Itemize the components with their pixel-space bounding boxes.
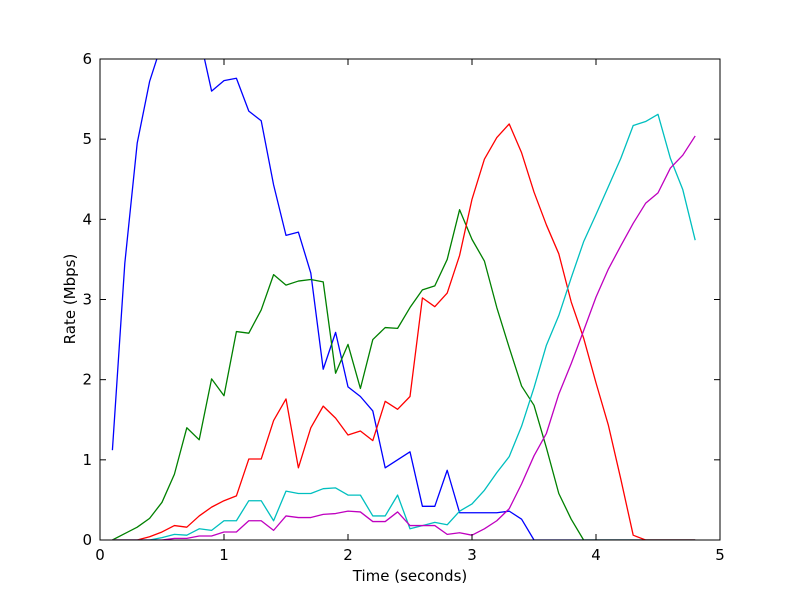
y-axis-ticks: 0 1 2 3 4 5 6 [82,50,720,549]
series-line-1 [111,59,696,540]
y-tick-label: 4 [82,210,92,228]
x-tick-label: 5 [715,546,725,564]
y-tick-label: 0 [82,531,92,549]
y-tick-label: 3 [82,291,92,309]
series-layer [111,59,696,540]
x-tick-label: 1 [219,546,229,564]
plot-background [100,59,720,540]
y-tick-label: 6 [82,50,92,68]
x-tick-label: 4 [591,546,601,564]
series-line-5 [112,135,696,540]
series-line-4 [112,113,696,540]
y-axis-title: Rate (Mbps) [61,254,79,345]
x-tick-label: 3 [467,546,477,564]
x-axis-ticks: 0 1 2 3 4 5 [95,59,725,564]
x-tick-label: 0 [95,546,105,564]
x-tick-label: 2 [343,546,353,564]
x-axis-title: Time (seconds) [352,567,468,585]
series-line-2 [112,209,696,540]
y-tick-label: 1 [82,451,92,469]
y-tick-label: 2 [82,371,92,389]
y-tick-label: 5 [82,130,92,148]
series-line-3 [112,123,696,540]
